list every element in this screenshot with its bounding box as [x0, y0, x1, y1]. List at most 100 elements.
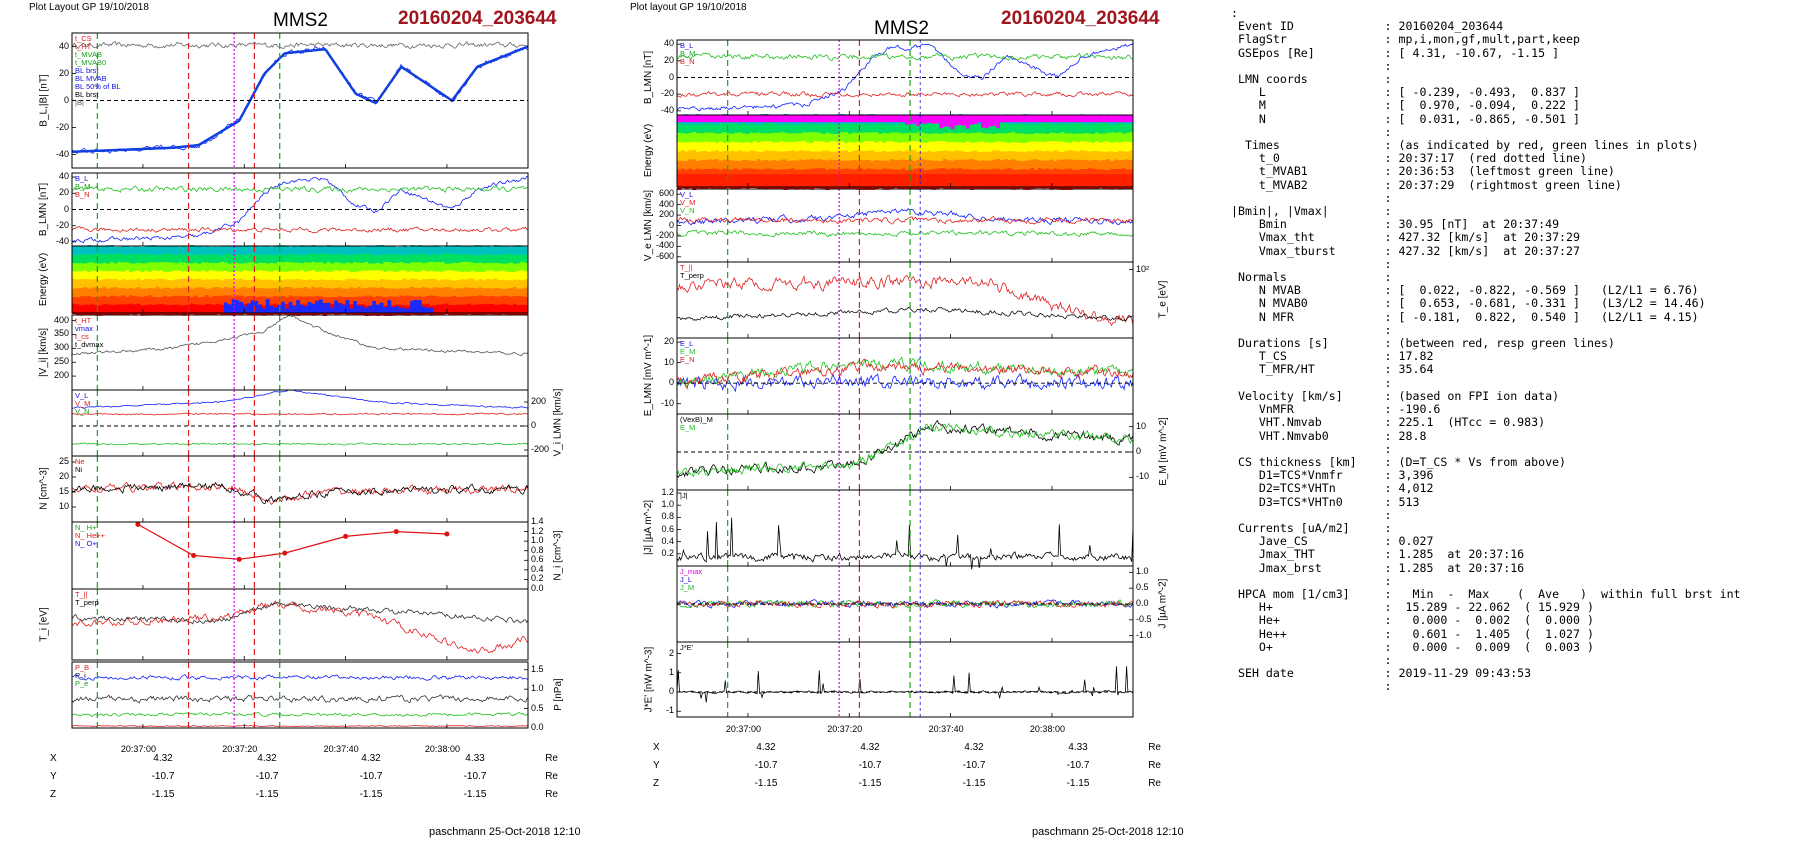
y-axis-label: J*E' [nW m^-3] — [643, 646, 655, 712]
legend-entry: t_dvmax — [75, 340, 104, 349]
left-panel-6: 10 15 20 25 N [cm^-3] Ne Ni — [39, 455, 529, 523]
left-ephemeris-table: X 4.32 4.32 4.32 4.33 Re Y -10.7 -10.7 -10.7 -10.7… — [48, 748, 560, 804]
legend-entry: T_perp — [75, 598, 99, 607]
y-axis-label: V_e LMN [km/s] — [643, 189, 655, 261]
energy-spectrogram — [72, 245, 529, 316]
y-tick-label: 1.0 — [1136, 566, 1149, 577]
legend-entry: Ne — [75, 457, 85, 466]
y-tick-label: 0.0 — [531, 722, 544, 732]
series-Tperp — [71, 601, 529, 625]
y-tick-label: 1.0 — [661, 499, 674, 510]
panel-plot — [676, 565, 1134, 643]
legend-entry: J_L — [680, 575, 693, 584]
y-tick-label: -20 — [55, 121, 69, 132]
y-tick-label: 40 — [663, 38, 674, 49]
y-tick-label: 0 — [531, 420, 537, 430]
y-tick-label: -10 — [1136, 471, 1150, 482]
panel-frame — [71, 314, 529, 391]
y-axis-label: Energy (eV) — [643, 123, 655, 178]
info-line: D2=TCS*VHTn : 4,012 — [1231, 481, 1434, 496]
legend-entry: T_|| — [680, 263, 693, 272]
legend-entry: |J| — [680, 491, 688, 500]
series-Pe — [71, 711, 529, 718]
y-axis-label: J [µA m^-2] — [1157, 578, 1169, 629]
panel-legend: t_CS t_HT t_MVAB t_MVAB0 BL brst BL MVAB BL 50… — [75, 35, 121, 107]
info-line: CS thickness [km] : (D=T_CS * Vs from ab… — [1231, 454, 1567, 469]
middle-header: Plot layout GP 19/10/2018 — [630, 2, 747, 13]
series-VM — [71, 412, 529, 416]
legend-entry: B_M — [75, 182, 91, 191]
series-He++ — [137, 523, 447, 560]
left-panel-9: 0.0 0.5 1.0 1.5 P [nPa] P_B P_i P_e — [71, 661, 564, 732]
panel-plot — [71, 245, 529, 316]
series-BLfit — [71, 45, 529, 154]
left-panel-5: -200 0 200 V_i LMN [km/s] V_L V_M V_N — [71, 389, 563, 457]
info-line: Jmax_THT : 1.285 at 20:37:16 — [1231, 547, 1525, 562]
y-tick-label: 350 — [53, 328, 69, 339]
middle-title: MMS2 — [874, 18, 929, 39]
y-tick-label: 40 — [58, 171, 69, 182]
y-tick-label: 20 — [58, 67, 69, 78]
y-tick-label: 0 — [1136, 446, 1142, 456]
legend-entry: P_e — [75, 679, 89, 688]
info-line: N MVAB0 : [ 0.653, -0.681, -0.331 ] (L3/… — [1231, 296, 1706, 311]
middle-panel-5: -10 0 10 20 E_LMN [mV m^-1] E_L E_M E_N — [644, 335, 1134, 416]
left-title: MMS2 — [273, 10, 328, 31]
panel-frame — [71, 661, 529, 729]
y-tick-label: 0.0 — [1136, 598, 1149, 608]
info-line: He++ : 0.601 - 1.405 ( 1.027 ) — [1231, 626, 1594, 641]
info-line: SEH date : 2019-11-29 09:43:53 — [1231, 666, 1532, 681]
series-Tpar — [676, 274, 1134, 327]
y-tick-label: 20 — [663, 336, 674, 347]
legend-entry: P_B — [75, 663, 90, 672]
y-tick-label: 1.5 — [531, 663, 544, 674]
panel-plot — [676, 188, 1134, 263]
middle-panel-7: 0.2 0.4 0.6 0.8 1.0 1.2 |J| [µA m^-2] |J| — [644, 487, 1134, 570]
panel-legend: T_|| T_perp — [75, 591, 99, 607]
info-line: : — [1231, 6, 1238, 20]
y-tick-label: -40 — [55, 148, 69, 159]
panel-frame — [676, 114, 1134, 188]
left-panel-1: -40 -20 0 20 40 B_L,|B| [nT] t_CS t_HT t_MVAB t_M… — [39, 32, 529, 169]
panel-plot — [676, 413, 1134, 491]
data-point — [444, 531, 450, 537]
info-line: O+ : 0.000 - 0.009 ( 0.003 ) — [1231, 639, 1594, 654]
legend-entry: V_N — [75, 407, 90, 416]
panel-legend: J_max J_L J_M — [680, 568, 702, 592]
y-tick-label: 0.2 — [531, 573, 544, 584]
info-line: : — [1231, 375, 1392, 390]
series-Pi — [71, 694, 529, 704]
y-axis-label: T_i [eV] — [38, 606, 50, 642]
legend-entry: BL 50% of BL — [75, 82, 121, 91]
series-Ni — [71, 481, 529, 504]
series-VL — [676, 207, 1134, 226]
legend-entry: E_M — [680, 423, 696, 432]
y-axis-label: B_LMN [nT] — [643, 50, 655, 104]
legend-entry: V_L — [680, 190, 694, 199]
y-tick-label: 1.2 — [531, 525, 544, 536]
panel-legend: J*E' — [680, 644, 693, 652]
middle-panel-1: -40 -20 0 20 40 B_LMN [nT] B_L B_M B_N — [644, 38, 1134, 116]
legend-entry: J*E' — [680, 643, 694, 652]
info-line: Vmax_tburst : 427.32 [km/s] at 20:37:27 — [1231, 243, 1581, 258]
left-header: Plot Layout GP 19/10/2018 — [29, 2, 149, 13]
info-line: VHT.Nmvab0 : 28.8 — [1231, 428, 1427, 443]
y-tick-label: 200 — [53, 370, 69, 381]
legend-entry: (VexB)_M — [680, 415, 713, 424]
y-tick-label: 0.5 — [1136, 582, 1149, 593]
panel-frame — [676, 261, 1134, 339]
series-JE — [676, 666, 1134, 703]
left-panel-2: -40 -20 0 20 40 B_LMN [nT] B_L B_M B_N — [39, 171, 529, 247]
series-EM — [676, 422, 1134, 478]
panel-frame — [71, 455, 529, 523]
legend-entry: V_L — [75, 391, 89, 400]
left-panel-3: Energy (eV) — [39, 245, 529, 316]
info-line: M : [ 0.970, -0.094, 0.222 ] — [1231, 98, 1581, 113]
y-axis-label: E_M [mV m^-2] — [1157, 417, 1169, 486]
legend-entry: B_M — [680, 49, 696, 58]
y-tick-label: 40 — [58, 40, 69, 51]
info-line: Velocity [km/s] : (based on FPI ion data… — [1231, 388, 1560, 403]
middle-panel-4: 10² T_e [eV] T_|| T_perp — [676, 261, 1169, 339]
info-line: GSEpos [Re] : [ 4.31, -10.67, -1.15 ] — [1231, 45, 1560, 60]
info-line: : — [1231, 256, 1392, 271]
